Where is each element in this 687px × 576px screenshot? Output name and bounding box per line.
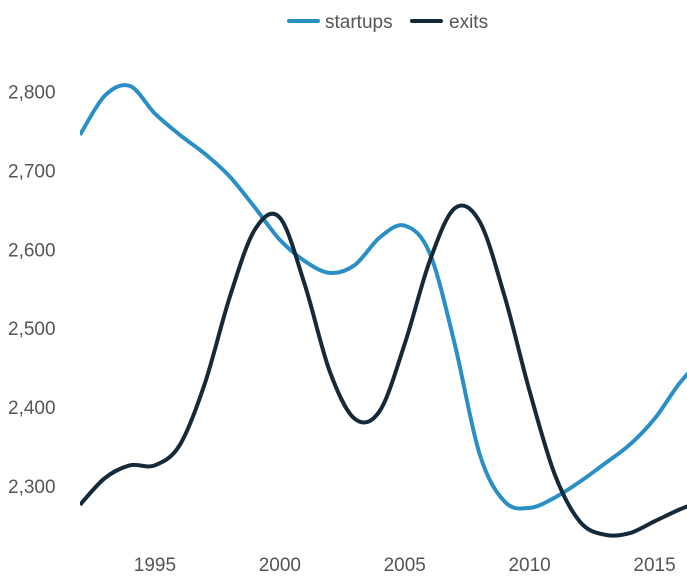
y-tick-label: 2,700	[8, 161, 56, 182]
legend-label-startups: startups	[325, 12, 393, 33]
x-tick-label: 2010	[508, 555, 550, 576]
y-tick-label: 2,300	[8, 477, 56, 498]
y-tick-label: 2,500	[8, 319, 56, 340]
series-line-startups	[80, 83, 687, 511]
legend-label-exits: exits	[449, 12, 488, 33]
y-tick-label: 2,600	[8, 240, 56, 261]
x-tick-label: 1995	[134, 555, 176, 576]
series-line-exits	[80, 203, 687, 538]
y-tick-label: 2,400	[8, 398, 56, 419]
y-tick-label: 2,800	[8, 83, 56, 104]
x-tick-label: 2005	[384, 555, 426, 576]
plot-area	[80, 83, 687, 538]
legend: startups exits	[287, 12, 488, 33]
x-axis: 1995 2000 2005 2010 2015	[134, 555, 676, 576]
x-tick-label: 2015	[633, 555, 675, 576]
y-axis: 2,300 2,400 2,500 2,600 2,700 2,800	[8, 83, 56, 498]
x-tick-label: 2000	[259, 555, 301, 576]
